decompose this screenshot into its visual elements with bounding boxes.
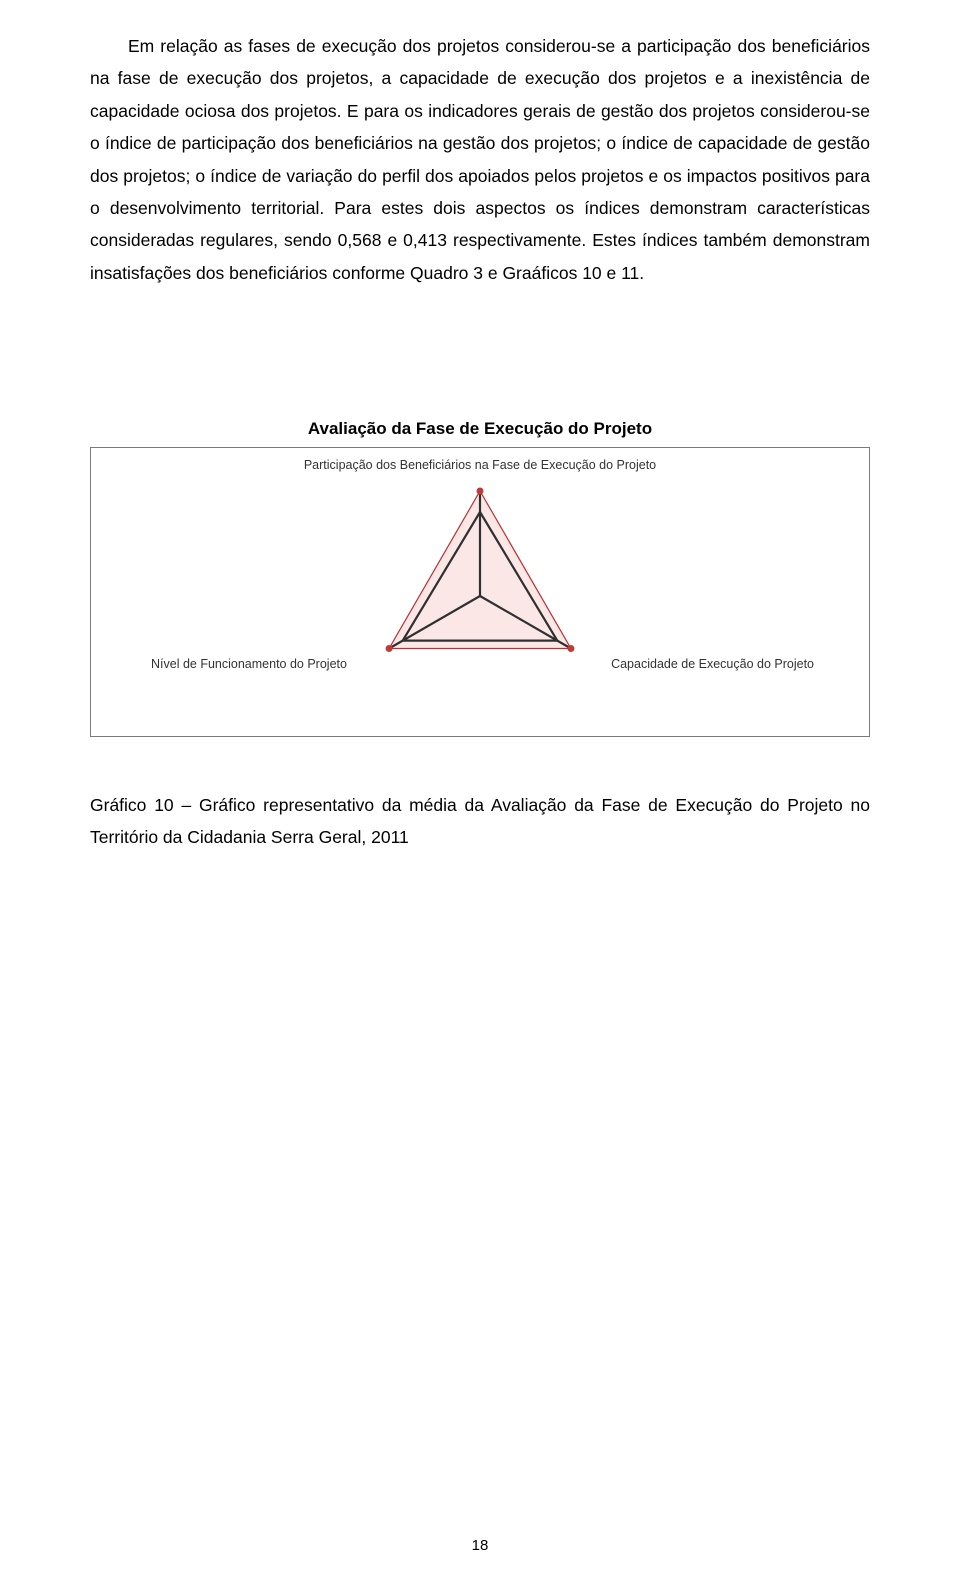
axis-label-left: Nível de Funcionamento do Projeto — [151, 657, 347, 671]
chart-frame: Participação dos Beneficiários na Fase d… — [90, 447, 870, 737]
chart-title: Avaliação da Fase de Execução do Projeto — [90, 419, 870, 439]
chart-container: Avaliação da Fase de Execução do Projeto… — [90, 419, 870, 737]
chart-caption: Gráfico 10 – Gráfico representativo da m… — [90, 789, 870, 854]
page-number: 18 — [0, 1537, 960, 1554]
radar-chart — [320, 478, 640, 708]
body-paragraph: Em relação as fases de execução dos proj… — [90, 30, 870, 289]
axis-label-top: Participação dos Beneficiários na Fase d… — [91, 458, 869, 472]
axis-label-right: Capacidade de Execução do Projeto — [611, 657, 814, 671]
